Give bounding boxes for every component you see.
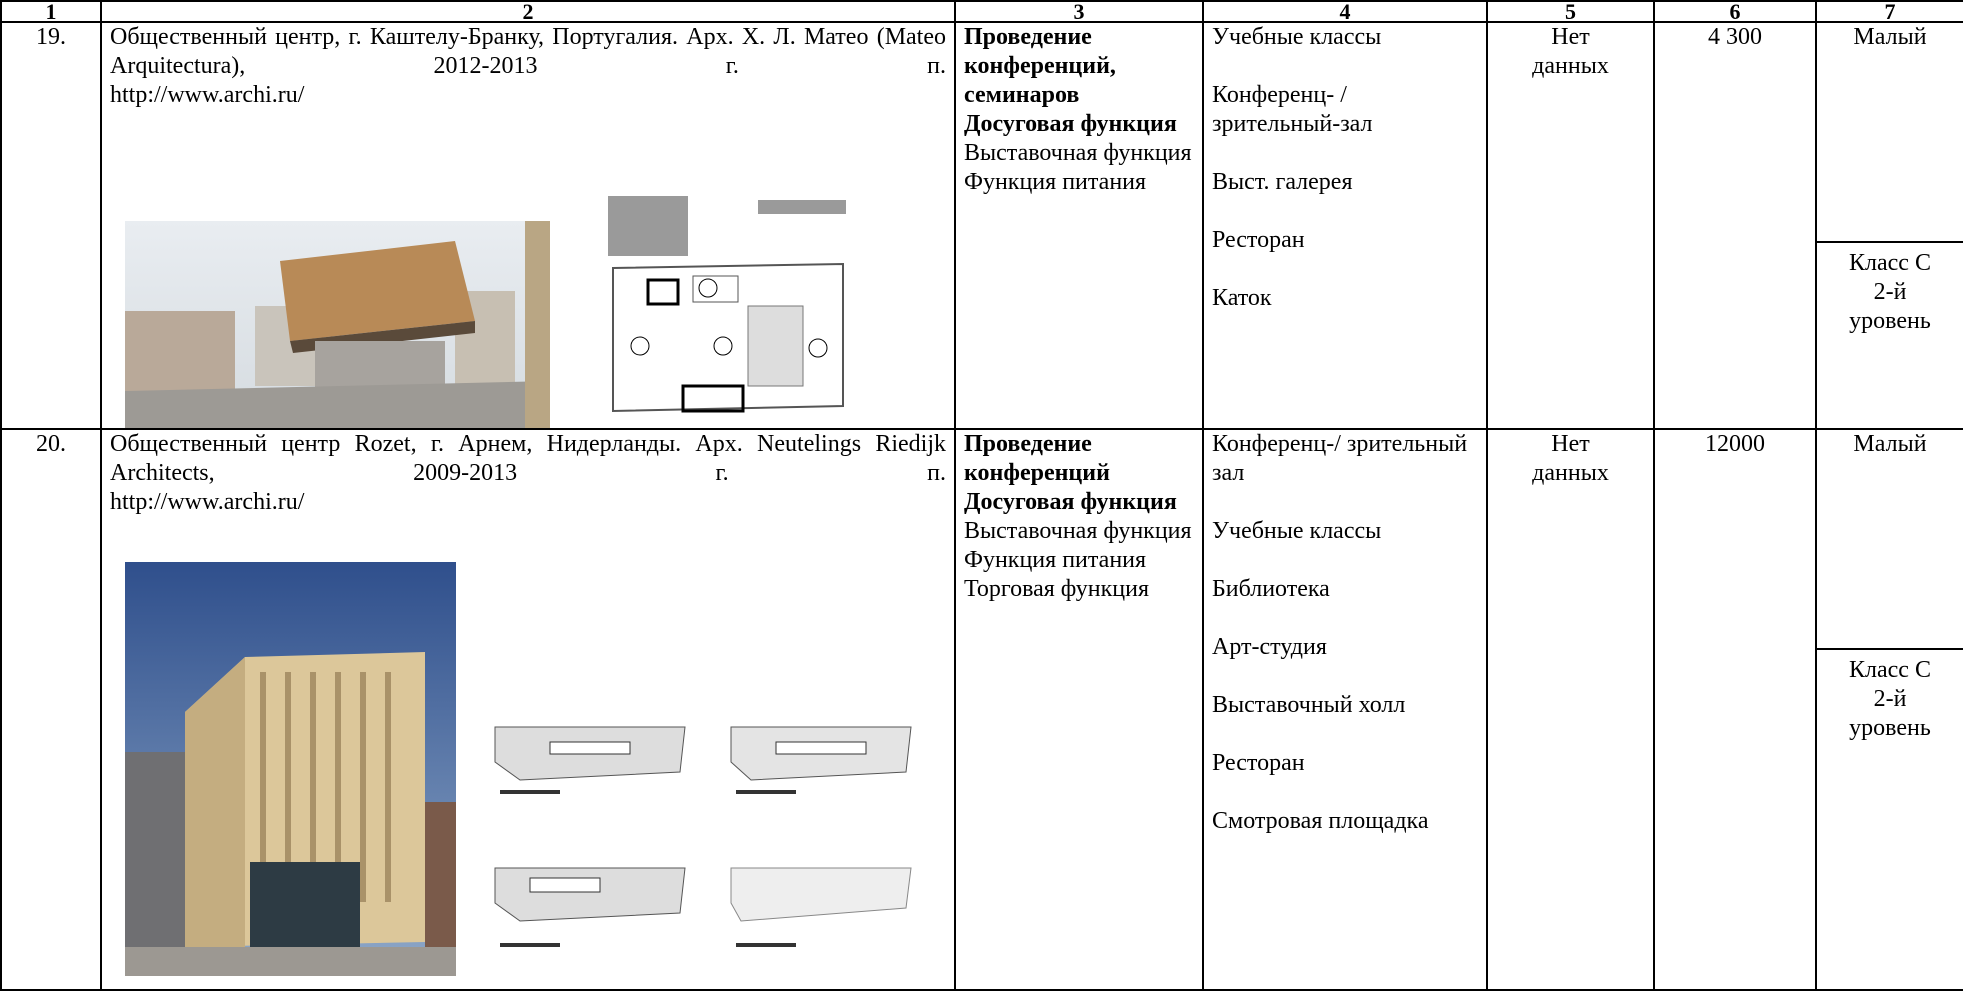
list-item: 2-й bbox=[1873, 279, 1907, 305]
list-item: Функция питания bbox=[964, 169, 1147, 195]
functions-cell: Проведение конференций Досуговая функция В… bbox=[954, 428, 1204, 991]
class: Класс С 2-й уровень bbox=[1818, 656, 1962, 743]
list-item: Учебные классы bbox=[1212, 24, 1382, 50]
description: Общественный центр Rozet, г. Арнем, Ниде… bbox=[110, 431, 946, 517]
list-item: Функция питания bbox=[964, 547, 1147, 573]
list-item: Проведение конференций bbox=[964, 431, 1110, 486]
list-item: 2-й bbox=[1873, 686, 1907, 712]
list-item: данных bbox=[1532, 460, 1609, 486]
description-text: Общественный центр, г. Каштелу-Бранку, П… bbox=[110, 24, 946, 79]
floor-plan bbox=[490, 722, 688, 803]
row-number: 19. bbox=[36, 24, 66, 50]
description-cell: Общественный центр, г. Каштелу-Бранку, П… bbox=[100, 21, 956, 430]
functions-main: Проведение конференций, семинаров Досугов… bbox=[964, 24, 1194, 139]
list-item: Учебные классы bbox=[1212, 518, 1382, 544]
list-item: Выставочная функция bbox=[964, 518, 1192, 544]
header-cell: 5 bbox=[1486, 0, 1655, 23]
list-item: Смотровая площадка bbox=[1212, 808, 1429, 834]
list-item: Ресторан bbox=[1212, 227, 1305, 253]
list-item: Класс С bbox=[1849, 657, 1931, 683]
list-item: Класс С bbox=[1849, 250, 1931, 276]
list-item: Арт-студия bbox=[1212, 634, 1327, 660]
list-item: уровень bbox=[1849, 308, 1931, 334]
header-cell: 1 bbox=[0, 0, 102, 23]
list-item: Конференц- / зрительный-зал bbox=[1212, 82, 1373, 137]
row: 20. Общественный центр Rozet, г. Арнем, … bbox=[0, 428, 1963, 991]
building-photo bbox=[125, 221, 550, 427]
floor-plan bbox=[726, 863, 916, 953]
description-text: Общественный центр Rozet, г. Арнем, Ниде… bbox=[110, 431, 946, 486]
list-item: Конференц-/ зрительный зал bbox=[1212, 431, 1468, 486]
scale: Малый bbox=[1853, 431, 1927, 457]
status-cell: Нет данных bbox=[1486, 428, 1655, 991]
list-item: Выставочный холл bbox=[1212, 692, 1406, 718]
area-cell: 12000 bbox=[1653, 428, 1817, 991]
area-cell: 4 300 bbox=[1653, 21, 1817, 430]
functions-other: Выставочная функция Функция питания bbox=[964, 139, 1194, 197]
data-status: Нет данных bbox=[1496, 431, 1645, 488]
row: 19. Общественный центр, г. Каштелу-Бранк… bbox=[0, 21, 1963, 430]
cell-divider bbox=[1818, 648, 1962, 650]
header-cell: 7 bbox=[1815, 0, 1963, 23]
list-item: Досуговая функция bbox=[964, 111, 1177, 137]
area: 4 300 bbox=[1708, 24, 1762, 50]
list-item: Нет bbox=[1551, 24, 1590, 50]
list-item: Выст. галерея bbox=[1212, 169, 1353, 195]
functions-other: Выставочная функция Функция питания Торгов… bbox=[964, 517, 1194, 604]
list-item: Проведение конференций, семинаров bbox=[964, 24, 1116, 108]
list-item: уровень bbox=[1849, 715, 1931, 741]
number-cell: 20. bbox=[0, 428, 102, 991]
list-item: Торговая функция bbox=[964, 576, 1149, 602]
floor-plan bbox=[490, 863, 688, 953]
header-cell: 3 bbox=[954, 0, 1204, 23]
list-item: Библиотека bbox=[1212, 576, 1330, 602]
list-item: данных bbox=[1532, 53, 1609, 79]
list-item: Ресторан bbox=[1212, 750, 1305, 776]
number-cell: 19. bbox=[0, 21, 102, 430]
scale: Малый bbox=[1853, 24, 1927, 50]
spaces: Учебные классы Конференц- / зрительный-за… bbox=[1212, 24, 1478, 313]
header-row: 1 2 3 4 5 6 7 bbox=[0, 0, 1963, 23]
spaces: Конференц-/ зрительный зал Учебные классы… bbox=[1212, 431, 1478, 836]
link: http://www.archi.ru/ bbox=[110, 489, 305, 515]
spaces-cell: Конференц-/ зрительный зал Учебные классы… bbox=[1202, 428, 1488, 991]
spaces-cell: Учебные классы Конференц- / зрительный-за… bbox=[1202, 21, 1488, 430]
scale-cell: Малый Класс С 2-й уровень bbox=[1815, 428, 1963, 991]
functions-cell: Проведение конференций, семинаров Досугов… bbox=[954, 21, 1204, 430]
cell-divider bbox=[1818, 241, 1962, 243]
description: Общественный центр, г. Каштелу-Бранку, П… bbox=[110, 24, 946, 110]
class: Класс С 2-й уровень bbox=[1818, 249, 1962, 336]
data-status: Нет данных bbox=[1496, 24, 1645, 81]
link: http://www.archi.ru/ bbox=[110, 82, 305, 108]
functions-main: Проведение конференций Досуговая функция bbox=[964, 431, 1194, 517]
list-item: Досуговая функция bbox=[964, 489, 1177, 515]
header-cell: 6 bbox=[1653, 0, 1817, 23]
header-cell: 2 bbox=[100, 0, 956, 23]
status-cell: Нет данных bbox=[1486, 21, 1655, 430]
floor-plan bbox=[608, 196, 848, 421]
list-item: Каток bbox=[1212, 285, 1272, 311]
area: 12000 bbox=[1705, 431, 1765, 457]
scale-cell: Малый Класс С 2-й уровень bbox=[1815, 21, 1963, 430]
description-cell: Общественный центр Rozet, г. Арнем, Ниде… bbox=[100, 428, 956, 991]
list-item: Выставочная функция bbox=[964, 140, 1192, 166]
header-cell: 4 bbox=[1202, 0, 1488, 23]
row-number: 20. bbox=[36, 431, 66, 457]
list-item: Нет bbox=[1551, 431, 1590, 457]
building-photo bbox=[125, 562, 456, 976]
floor-plan bbox=[726, 722, 916, 803]
